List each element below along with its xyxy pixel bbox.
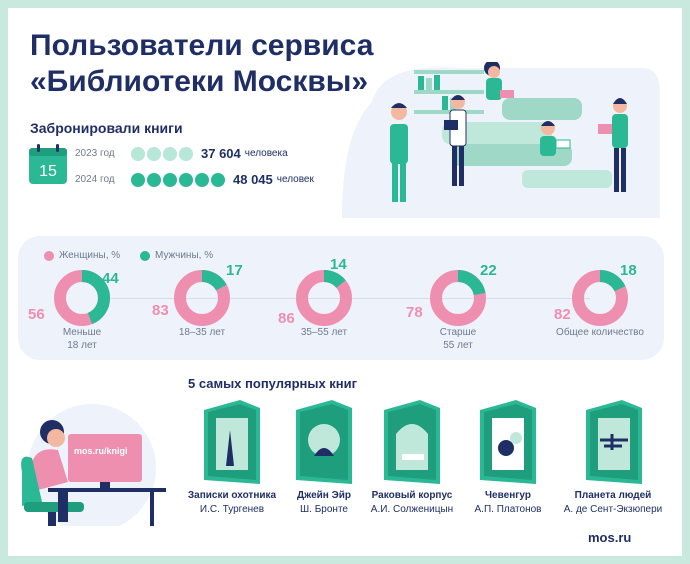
- men-segment: [174, 270, 230, 326]
- men-pct: 44: [102, 270, 119, 287]
- donut-18-35: [174, 270, 230, 326]
- legend-women-label: Женщины, %: [59, 250, 121, 261]
- indicator-dot: [163, 172, 177, 187]
- men-segment: [54, 270, 110, 326]
- group-caption: Общее количество: [545, 326, 655, 339]
- year-label: 2023 год: [75, 148, 115, 159]
- group-caption: Старше 55 лет: [423, 326, 493, 352]
- caption-line-2: 18 лет: [67, 340, 97, 351]
- book-cover-5: [586, 400, 642, 484]
- legend-women: Женщины, %: [44, 250, 120, 261]
- popular-books-heading: 5 самых популярных книг: [188, 376, 358, 391]
- booked-count: 48 045: [233, 172, 273, 187]
- book-cover-4: [480, 400, 536, 484]
- donut-under-18: [54, 270, 110, 326]
- group-caption: 18–35 лет: [167, 326, 237, 339]
- book-title-5: Планета людей: [574, 490, 652, 501]
- booked-row-2024: 2024 год 48 045 человек: [75, 172, 314, 187]
- book-author-3: А.И. Солженицын: [370, 504, 454, 515]
- men-segment: [430, 270, 486, 326]
- men-pct: 22: [480, 262, 497, 279]
- year-label: 2024 год: [75, 174, 115, 185]
- donut-over-55: [430, 270, 486, 326]
- dots-indicator: [131, 146, 193, 161]
- book-title-3: Раковый корпус: [371, 490, 453, 501]
- indicator-dot: [211, 172, 225, 187]
- book-author-2: Ш. Бронте: [300, 504, 348, 515]
- booked-row-2023: 2023 год 37 604 человека: [75, 146, 288, 161]
- women-pct: 83: [152, 302, 169, 319]
- book-title-1: Записки охотника: [187, 490, 277, 501]
- men-pct: 14: [330, 256, 347, 273]
- caption-line-1: Общее количество: [556, 327, 644, 338]
- title-line-2: «Библиотеки Москвы»: [30, 65, 369, 98]
- indicator-dot: [179, 172, 193, 187]
- caption-line-2: 55 лет: [443, 340, 473, 351]
- indicator-dot: [179, 146, 193, 161]
- caption-line-1: Старше: [439, 327, 477, 338]
- women-pct: 86: [278, 310, 295, 327]
- men-pct: 17: [226, 262, 243, 279]
- reader-at-computer-illustration: [21, 404, 166, 526]
- men-pct: 18: [620, 262, 637, 279]
- booked-count: 37 604: [201, 146, 241, 161]
- title-line-1: Пользователи сервиса: [30, 29, 374, 62]
- book-author-1: И.С. Тургенев: [199, 504, 265, 515]
- women-pct: 78: [406, 304, 423, 321]
- book-author-4: А.П. Платонов: [474, 504, 542, 515]
- caption-line-1: 35–55 лет: [300, 327, 348, 338]
- caption-line-1: 18–35 лет: [178, 327, 226, 338]
- indicator-dot: [195, 172, 209, 187]
- screen-url: mos.ru/knigi: [74, 446, 128, 456]
- legend-men-label: Мужчины, %: [155, 250, 214, 261]
- library-readers-illustration: [342, 62, 660, 218]
- indicator-dot: [131, 172, 145, 187]
- indicator-dot: [163, 146, 177, 161]
- legend-men: Мужчины, %: [140, 250, 213, 261]
- men-segment: [572, 270, 628, 326]
- page-title: Пользователи сервиса «Библиотеки Москвы»: [30, 28, 373, 100]
- dots-indicator: [131, 172, 225, 187]
- book-cover-2: [296, 400, 352, 484]
- women-swatch: [44, 250, 54, 261]
- indicator-dot: [147, 146, 161, 161]
- book-title-2: Джейн Эйр: [297, 490, 351, 501]
- calendar-icon: 15: [29, 144, 67, 184]
- calendar-day: 15: [39, 163, 57, 180]
- donut-35-55: [296, 270, 352, 326]
- book-title-4: Чевенгур: [485, 490, 531, 501]
- book-cover-3: [384, 400, 440, 484]
- book-cover-1: [204, 400, 260, 484]
- booked-unit: человек: [276, 174, 314, 185]
- women-pct: 82: [554, 306, 571, 323]
- caption-line-1: Меньше: [62, 327, 102, 338]
- indicator-dot: [147, 172, 161, 187]
- women-pct: 56: [28, 306, 45, 323]
- booked-unit: человека: [244, 148, 288, 159]
- donut-total: [572, 270, 628, 326]
- book-author-5: А. де Сент-Экзюпери: [563, 504, 663, 515]
- booked-books-heading: Забронировали книги: [30, 120, 183, 136]
- men-swatch: [140, 250, 150, 261]
- group-caption: 35–55 лет: [289, 326, 359, 339]
- men-segment: [296, 270, 352, 326]
- indicator-dot: [131, 146, 145, 161]
- footer-logo: mos.ru: [588, 530, 632, 545]
- group-caption: Меньше 18 лет: [47, 326, 117, 352]
